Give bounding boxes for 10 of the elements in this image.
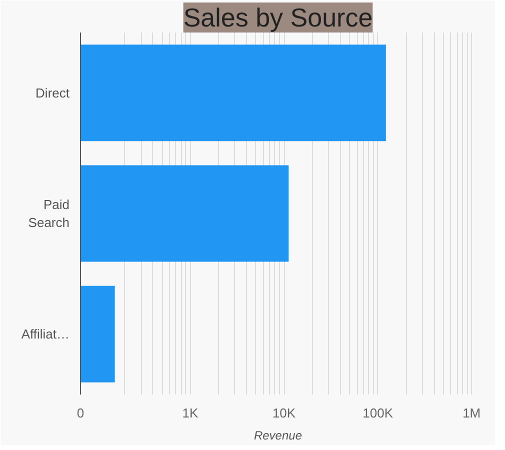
y-tick-label: Direct bbox=[36, 85, 70, 100]
x-tick-label: 10K bbox=[272, 406, 296, 420]
y-tick-label: Paid Search bbox=[28, 197, 70, 230]
y-tick-label: Affiliat… bbox=[21, 326, 70, 342]
x-tick-label: 100K bbox=[362, 406, 394, 420]
x-tick-label: 1K bbox=[182, 406, 199, 420]
chart-title: Sales by Source bbox=[183, 2, 373, 32]
x-tick-label: 0 bbox=[76, 406, 84, 420]
x-axis-title: Revenue bbox=[254, 428, 302, 442]
x-tick-label: 1M bbox=[462, 406, 481, 420]
